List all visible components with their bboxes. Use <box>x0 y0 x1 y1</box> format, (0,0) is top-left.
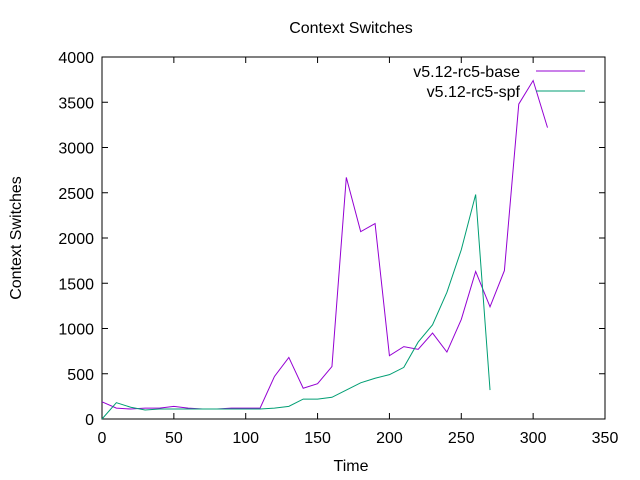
x-tick-label: 100 <box>232 430 259 447</box>
series-line-1 <box>101 79 548 410</box>
legend-label: v5.12-rc5-spf <box>427 84 521 101</box>
x-tick-label: 350 <box>592 430 619 447</box>
y-axis-label: Context Switches <box>8 176 25 300</box>
y-tick-label: 500 <box>67 367 94 384</box>
x-tick-label: 50 <box>165 430 183 447</box>
y-tick-label: 1000 <box>58 322 94 339</box>
y-tick-label: 0 <box>85 412 94 429</box>
chart-title: Context Switches <box>289 20 413 37</box>
series-line-2 <box>101 194 491 420</box>
y-tick-label: 1500 <box>58 276 94 293</box>
y-tick-label: 2500 <box>58 186 94 203</box>
x-tick-label: 150 <box>304 430 331 447</box>
y-tick-label: 3000 <box>58 141 94 158</box>
x-tick-label: 250 <box>448 430 475 447</box>
x-tick-label: 300 <box>520 430 547 447</box>
plot-frame <box>101 56 606 420</box>
legend-label: v5.12-rc5-base <box>413 64 520 81</box>
y-tick-label: 4000 <box>58 50 94 67</box>
y-tick-label: 3500 <box>58 95 94 112</box>
x-tick-label: 0 <box>98 430 107 447</box>
x-axis-label: Time <box>334 458 369 475</box>
x-tick-label: 200 <box>376 430 403 447</box>
y-tick-label: 2000 <box>58 231 94 248</box>
